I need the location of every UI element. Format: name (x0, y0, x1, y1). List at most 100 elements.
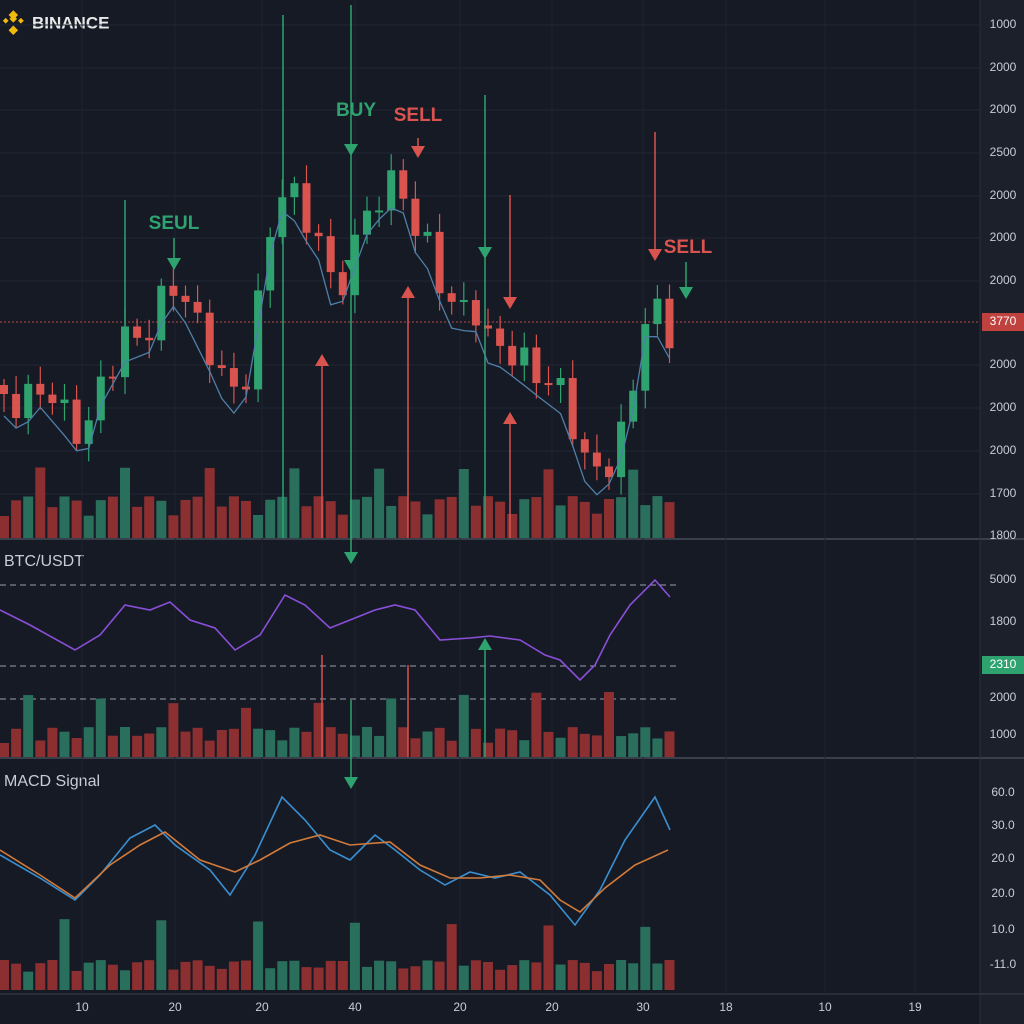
volume-bar (301, 506, 312, 538)
candle-body (72, 399, 81, 444)
brand: BINANCE (32, 13, 109, 32)
histogram-bar (434, 961, 445, 990)
pane-title: BTC/USDT (4, 553, 84, 570)
histogram-bar (362, 966, 372, 990)
histogram-bar (107, 964, 118, 990)
histogram-bar (579, 962, 590, 990)
histogram-bar (337, 960, 348, 990)
histogram-bar (374, 960, 385, 990)
axis-label: 1800 (990, 528, 1017, 542)
time-label: 10 (75, 1000, 89, 1014)
axis-label: 1000 (990, 727, 1017, 741)
histogram-bar (349, 922, 360, 990)
time-label: 40 (348, 1000, 362, 1014)
axis-label: 2000 (990, 273, 1017, 287)
volume-bar (168, 703, 179, 757)
volume-bar (591, 513, 602, 538)
histogram-bar (204, 965, 215, 990)
volume-bar (11, 728, 22, 757)
volume-bar (604, 692, 614, 757)
volume-bar (349, 499, 360, 538)
volume-bar (59, 731, 70, 757)
volume-bar (132, 735, 143, 757)
time-label: 30 (636, 1000, 650, 1014)
candle-body (447, 293, 456, 302)
signal-label: SELL (394, 105, 443, 126)
candle-body (157, 285, 166, 341)
signal-arrow (344, 777, 358, 789)
signal-label: BUY (336, 100, 376, 121)
volume-bar (337, 514, 348, 538)
histogram-bar (132, 962, 143, 990)
candle-body (532, 347, 541, 384)
signal-arrow (648, 249, 662, 261)
axis-label: 2000 (990, 102, 1017, 116)
volume-bar (71, 500, 82, 538)
histogram-bar (228, 961, 239, 990)
candle-body (24, 383, 33, 419)
signal-arrow (167, 258, 181, 270)
candle-body (423, 231, 432, 236)
candle-body (121, 326, 129, 378)
volume-bar (265, 499, 276, 538)
candle-body (12, 394, 21, 419)
candle-body (605, 466, 613, 478)
candle-body (508, 345, 517, 366)
candle-body (326, 236, 335, 273)
signal-label: SEUL (149, 213, 200, 234)
volume-bar (120, 727, 130, 757)
volume-bar (507, 513, 518, 538)
axis-label: 2000 (990, 188, 1017, 202)
signal-arrow (478, 638, 492, 650)
volume-bar (313, 496, 324, 538)
volume-bar (277, 740, 288, 757)
volume-bar (228, 728, 239, 757)
volume-bar (192, 727, 203, 757)
histogram-bar (241, 960, 251, 990)
histogram-bar (446, 924, 457, 990)
candle-body (544, 383, 553, 386)
candle-body (48, 394, 57, 404)
volume-bar (95, 698, 106, 757)
volume-bar (374, 735, 385, 757)
volume-bar (132, 506, 143, 538)
volume-bar (35, 740, 46, 757)
volume-bar (325, 727, 336, 757)
signal-arrow (679, 287, 693, 299)
volume-bar (567, 727, 578, 757)
candle-body (266, 237, 275, 291)
volume-bar (531, 692, 542, 757)
volume-bar (59, 496, 70, 538)
candle-body (229, 368, 238, 387)
axis-label: 2000 (990, 60, 1017, 74)
volume-bar (11, 500, 22, 538)
histogram-bar (531, 962, 542, 990)
histogram-bar (495, 969, 506, 990)
histogram-bar (95, 960, 106, 990)
axis-label: 10.0 (991, 922, 1015, 936)
volume-bar (325, 501, 336, 538)
candle-body (556, 378, 565, 386)
volume-bar (531, 497, 542, 538)
axis-label: 2000 (990, 690, 1017, 704)
signal-arrow (344, 144, 358, 156)
axis-label: 2000 (990, 400, 1017, 414)
candle-body (387, 170, 396, 211)
time-label: 19 (908, 1000, 922, 1014)
signal-arrow (401, 286, 415, 298)
signal-arrow (478, 247, 492, 259)
axis-label: 2000 (990, 443, 1017, 457)
volume-bar (519, 740, 530, 757)
candle-body (145, 337, 154, 341)
candle-body (217, 365, 226, 369)
volume-bar (192, 496, 203, 538)
time-label: 20 (545, 1000, 559, 1014)
volume-bar (120, 467, 130, 538)
volume-bar (483, 742, 493, 757)
volume-bar (83, 515, 94, 538)
volume-bar (23, 496, 34, 538)
price-badge-bg (982, 313, 1024, 331)
volume-bar (47, 507, 58, 538)
volume-bar (398, 727, 409, 757)
histogram-bar (265, 968, 276, 990)
